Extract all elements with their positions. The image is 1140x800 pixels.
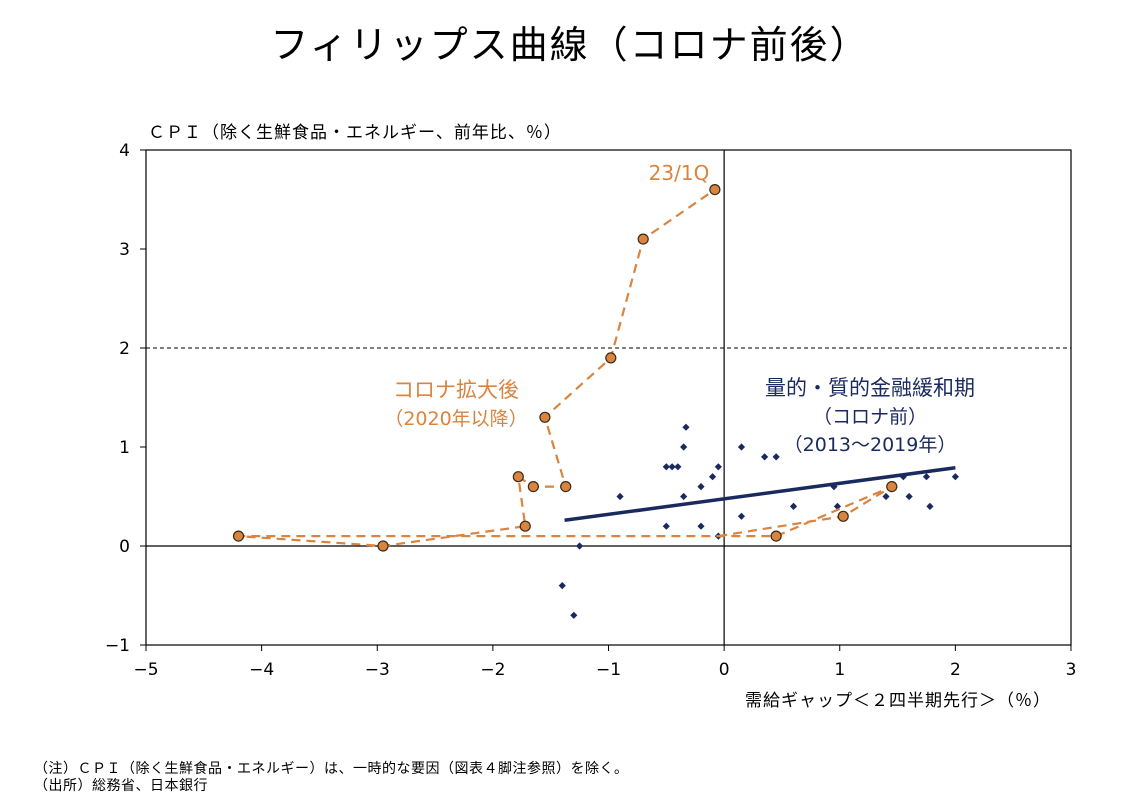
pre-covid-point <box>575 542 584 550</box>
x-tick-label: −5 <box>133 660 158 680</box>
pre-covid-point <box>922 473 931 481</box>
y-tick-label: 0 <box>119 537 130 557</box>
pre-covid-point <box>737 443 746 451</box>
post-covid-point <box>605 352 617 364</box>
post-covid-path <box>238 188 893 548</box>
post-covid-point <box>519 520 531 532</box>
y-tick-label: 4 <box>119 141 130 161</box>
pre-covid-point <box>558 582 566 590</box>
post-covid-point <box>637 233 649 245</box>
x-tick-label: 2 <box>950 660 961 680</box>
pre-covid-point <box>680 492 688 501</box>
pre-covid-point <box>708 473 717 481</box>
y-tick-label: −1 <box>105 636 130 656</box>
pre-covid-point <box>697 522 705 530</box>
pre-covid-sub-label: （コロナ前） <box>813 406 927 428</box>
pre-covid-point <box>570 611 578 619</box>
x-tick-label: −3 <box>365 660 390 680</box>
pre-covid-point <box>662 522 670 530</box>
post-covid-point <box>232 530 245 542</box>
post-covid-period-label: （2020年以降） <box>384 408 527 430</box>
y-tick-label: 3 <box>119 240 130 260</box>
pre-covid-point <box>616 492 624 501</box>
pre-covid-point <box>737 512 746 520</box>
pre-covid-point <box>789 502 798 510</box>
pre-covid-point <box>833 502 842 510</box>
last-point-label: 23/1Q <box>649 161 710 185</box>
post-covid-point <box>886 481 898 493</box>
footnote-source: （出所）総務省、日本銀行 <box>34 778 208 794</box>
post-covid-point <box>837 510 849 522</box>
post-covid-point <box>770 530 782 542</box>
x-tick-label: 0 <box>719 660 730 680</box>
post-covid-label: コロナ拡大後 <box>393 378 519 402</box>
pre-covid-point <box>674 463 682 471</box>
pre-covid-point <box>682 423 690 431</box>
pre-covid-point <box>905 492 913 501</box>
x-axis-label: 需給ギャップ＜２四半期先行＞（％） <box>745 691 1051 711</box>
pre-covid-point <box>899 473 907 481</box>
pre-covid-point <box>882 492 890 501</box>
x-tick-label: 3 <box>1066 660 1077 680</box>
post-covid-point <box>539 411 551 423</box>
pre-covid-point <box>772 453 780 461</box>
post-covid-point <box>527 481 539 493</box>
pre-covid-label: 量的・質的金融緩和期 <box>765 376 975 400</box>
pre-covid-point <box>668 463 676 471</box>
footnote-note: （注）ＣＰＩ（除く生鮮食品・エネルギー）は、一時的な要因（図表４脚注参照）を除く… <box>34 761 629 777</box>
pre-covid-point <box>680 443 688 451</box>
pre-covid-point <box>926 502 934 510</box>
pre-covid-point <box>714 463 722 471</box>
pre-covid-period-label: （2013～2019年） <box>784 434 957 456</box>
pre-covid-point <box>760 453 769 461</box>
pre-covid-point <box>830 483 838 491</box>
post-covid-point <box>512 471 524 483</box>
post-covid-point <box>377 540 389 552</box>
y-tick-label: 1 <box>119 438 130 458</box>
y-tick-label: 2 <box>119 339 130 359</box>
x-tick-label: −2 <box>480 660 505 680</box>
x-tick-label: 1 <box>834 660 845 680</box>
pre-covid-point <box>697 483 705 491</box>
pre-covid-trend-line <box>564 466 956 522</box>
post-covid-point <box>560 481 572 493</box>
pre-covid-point <box>951 473 959 481</box>
y-axis-label: ＣＰＩ（除く生鮮食品・エネルギー、前年比、％） <box>148 123 562 143</box>
x-tick-label: −4 <box>249 660 274 680</box>
chart-title: フィリップス曲線（コロナ前後） <box>270 23 870 67</box>
post-covid-point <box>709 184 721 196</box>
pre-covid-point <box>662 463 670 471</box>
x-tick-label: −1 <box>596 660 621 680</box>
